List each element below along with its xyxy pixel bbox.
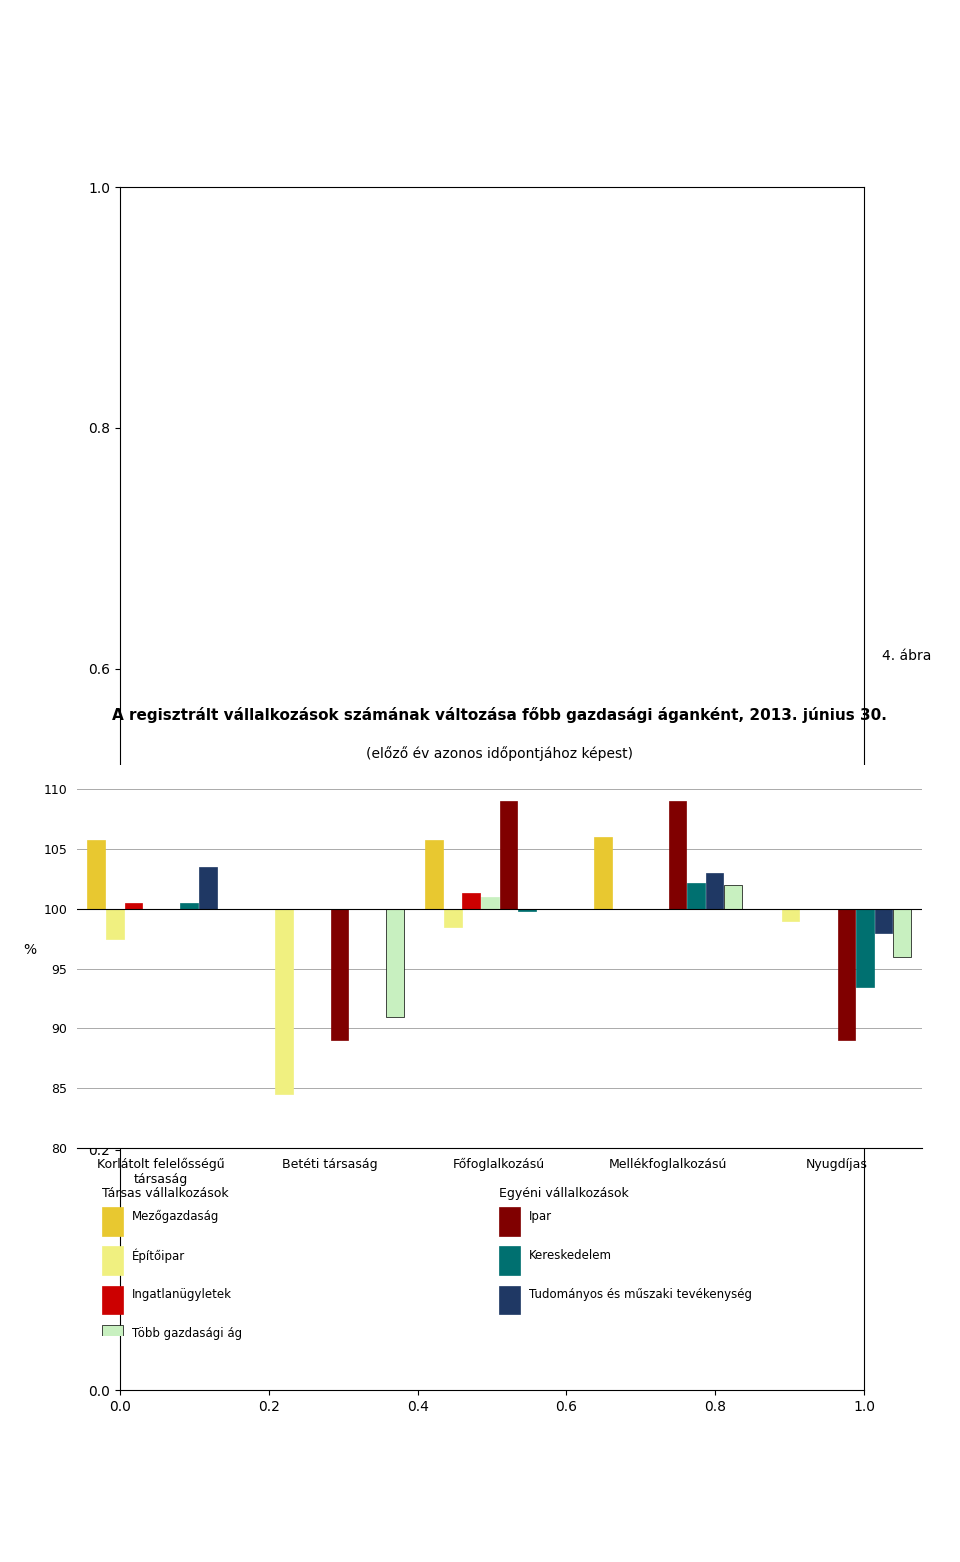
Text: Mezőgazdaság: Mezőgazdaság <box>132 1211 219 1223</box>
Bar <box>594 837 612 909</box>
Y-axis label: %: % <box>23 943 36 956</box>
Bar <box>444 909 462 926</box>
Bar <box>894 909 911 956</box>
Text: Tudományos és műszaki tevékenység: Tudományos és műszaki tevékenység <box>529 1289 752 1301</box>
FancyBboxPatch shape <box>102 1325 123 1353</box>
Bar <box>856 909 874 987</box>
Bar <box>387 909 404 1017</box>
Bar <box>463 893 480 909</box>
Bar <box>875 909 893 933</box>
Text: 4. ábra: 4. ábra <box>882 650 931 662</box>
FancyBboxPatch shape <box>499 1286 520 1314</box>
Text: Ingatlanügyletek: Ingatlanügyletek <box>132 1289 231 1301</box>
Bar <box>199 867 217 909</box>
Text: Kereskedelem: Kereskedelem <box>529 1250 612 1262</box>
Text: A regisztrált vállalkozások számának változása főbb gazdasági áganként, 2013. jú: A regisztrált vállalkozások számának vál… <box>111 706 887 723</box>
Text: Ipar: Ipar <box>529 1211 552 1223</box>
Bar <box>725 886 742 909</box>
FancyBboxPatch shape <box>102 1246 123 1275</box>
Text: Több gazdasági ág: Több gazdasági ág <box>132 1328 242 1340</box>
Text: (előző év azonos időpontjához képest): (előző év azonos időpontjához képest) <box>366 745 633 761</box>
Bar <box>275 909 293 1095</box>
Text: Egyéni vállalkozások: Egyéni vállalkozások <box>499 1187 629 1200</box>
Bar <box>125 903 142 909</box>
Bar <box>706 873 724 909</box>
Bar <box>499 801 517 909</box>
Bar <box>518 909 536 911</box>
Bar <box>837 909 855 1040</box>
Bar <box>668 801 686 909</box>
Bar <box>180 903 198 909</box>
FancyBboxPatch shape <box>102 1207 123 1236</box>
Bar <box>87 839 105 909</box>
FancyBboxPatch shape <box>102 1286 123 1314</box>
FancyBboxPatch shape <box>499 1246 520 1275</box>
Bar <box>106 909 124 939</box>
Bar <box>425 839 443 909</box>
Text: Társas vállalkozások: Társas vállalkozások <box>102 1187 228 1200</box>
Text: Építőipar: Építőipar <box>132 1248 185 1264</box>
Bar <box>687 883 705 909</box>
Bar <box>781 909 800 922</box>
Bar <box>481 897 499 909</box>
FancyBboxPatch shape <box>499 1207 520 1236</box>
Bar <box>330 909 348 1040</box>
